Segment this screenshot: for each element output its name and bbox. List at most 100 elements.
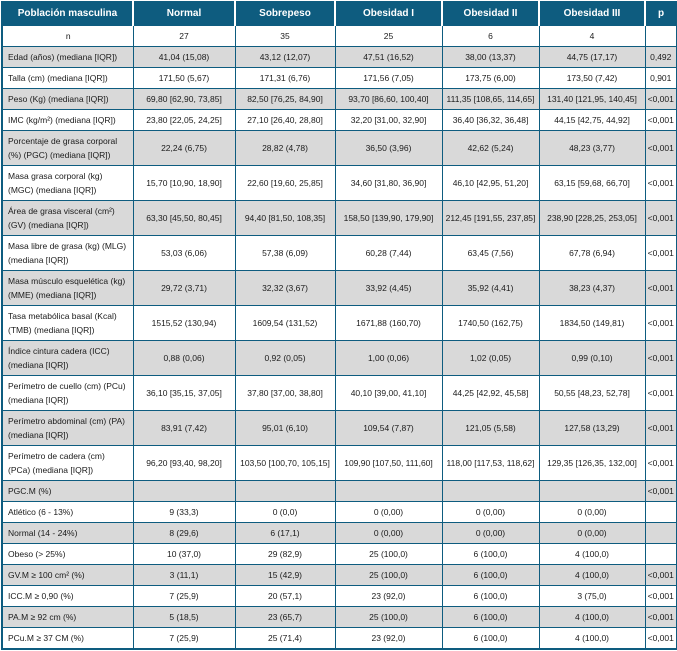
value-cell: 63,45 (7,56) (441, 235, 540, 271)
p-value-cell: <0,001 (644, 270, 677, 306)
row-label-cell: Masa libre de grasa (kg) (MLG) (mediana … (1, 235, 134, 271)
value-cell: 6 (441, 25, 540, 47)
value-cell: 9 (33,3) (132, 501, 236, 523)
table-row: PGC.M (%) <0,001 (1, 480, 677, 502)
value-cell: 173,50 (7,42) (538, 67, 646, 89)
table-row: Área de grasa visceral (cm²) (GV) (media… (1, 200, 677, 236)
value-cell: 6 (100,0) (441, 543, 540, 565)
column-header-obesidad-3: Obesidad III (538, 2, 645, 26)
value-cell: 1515,52 (130,94) (132, 305, 236, 341)
table-row: Talla (cm) (mediana [IQR]) 171,50 (5,67) 1… (1, 67, 677, 89)
value-cell: 33,92 (4,45) (334, 270, 443, 306)
value-cell: 6 (100,0) (441, 627, 540, 650)
column-header-normal: Normal (132, 2, 235, 26)
value-cell: 171,31 (6,76) (234, 67, 336, 89)
value-cell: 1,02 (0,05) (441, 340, 540, 376)
value-cell: 36,10 [35,15, 37,05] (132, 375, 236, 411)
p-value-cell: <0,001 (644, 109, 677, 131)
value-cell: 41,04 (15,08) (132, 46, 236, 68)
table-row: Edad (años) (mediana [IQR]) 41,04 (15,08)… (1, 46, 677, 68)
p-value-cell: <0,001 (644, 480, 677, 502)
row-label-cell: Índice cintura cadera (ICC) (mediana [IQ… (1, 340, 134, 376)
p-value-cell: <0,001 (644, 564, 677, 586)
value-cell: 238,90 [228,25, 253,05] (538, 200, 646, 236)
table-row: Atlético (6 - 13%) 9 (33,3) 0 (0,0) 0 (0,00… (1, 501, 677, 523)
value-cell: 35,92 (4,41) (441, 270, 540, 306)
value-cell: 22,60 [19,60, 25,85] (234, 165, 336, 201)
p-value-cell: <0,001 (644, 130, 677, 166)
table-row: Perímetro de cuello (cm) (PCu) (mediana … (1, 375, 677, 411)
value-cell: 3 (75,0) (538, 585, 646, 607)
row-label-cell: n (1, 25, 134, 47)
value-cell: 171,56 (7,05) (334, 67, 443, 89)
value-cell: 25 (334, 25, 443, 47)
row-label-cell: GV.M ≥ 100 cm² (%) (1, 564, 134, 586)
column-header-p-value: p (644, 2, 677, 26)
value-cell: 6 (17,1) (234, 522, 336, 544)
p-value-cell (644, 25, 677, 47)
value-cell: 47,51 (16,52) (334, 46, 443, 68)
value-cell: 46,10 [42,95, 51,20] (441, 165, 540, 201)
table-header-row: Población masculina Normal Sobrepeso Obe… (2, 2, 677, 26)
table-row: PA.M ≥ 92 cm (%) 5 (18,5) 23 (65,7) 25 (100… (1, 606, 677, 628)
table-row: Masa músculo esquelética (kg) (MME) (med… (1, 270, 677, 306)
value-cell: 23,80 [22,05, 24,25] (132, 109, 236, 131)
p-value-cell: <0,001 (644, 606, 677, 628)
value-cell: 6 (100,0) (441, 564, 540, 586)
value-cell: 29,72 (3,71) (132, 270, 236, 306)
value-cell: 93,70 [86,60, 100,40] (334, 88, 443, 110)
value-cell: 25 (100,0) (334, 606, 443, 628)
value-cell: 23 (92,0) (334, 627, 443, 650)
value-cell: 25 (100,0) (334, 564, 443, 586)
table-body: n 27 35 25 6 4 Edad (años) (mediana [IQR]) 41,0… (1, 25, 677, 650)
p-value-cell: <0,001 (644, 410, 677, 446)
value-cell: 0,92 (0,05) (234, 340, 336, 376)
table-row: Normal (14 - 24%) 8 (29,6) 6 (17,1) 0 (0,00… (1, 522, 677, 544)
value-cell: 94,40 [81,50, 108,35] (234, 200, 336, 236)
p-value-cell: <0,001 (644, 200, 677, 236)
value-cell: 38,00 (13,37) (441, 46, 540, 68)
row-label-cell: Edad (años) (mediana [IQR]) (1, 46, 134, 68)
row-label-cell: Tasa metabólica basal (Kcal) (TMB) (medi… (1, 305, 134, 341)
value-cell: 10 (37,0) (132, 543, 236, 565)
column-header-obesidad-1: Obesidad I (334, 2, 442, 26)
value-cell: 3 (11,1) (132, 564, 236, 586)
p-value-cell: 0,492 (644, 46, 677, 68)
value-cell: 7 (25,9) (132, 585, 236, 607)
value-cell: 57,38 (6,09) (234, 235, 336, 271)
value-cell: 127,58 (13,29) (538, 410, 646, 446)
p-value-cell (644, 501, 677, 523)
value-cell: 25 (71,4) (234, 627, 336, 650)
table-row: Obeso (> 25%) 10 (37,0) 29 (82,9) 25 (100,0… (1, 543, 677, 565)
p-value-cell: <0,001 (644, 445, 677, 481)
value-cell (441, 480, 540, 502)
value-cell: 7 (25,9) (132, 627, 236, 650)
p-value-cell: <0,001 (644, 375, 677, 411)
value-cell: 129,35 [126,35, 132,00] (538, 445, 646, 481)
table-row: Perímetro abdominal (cm) (PA) (mediana [… (1, 410, 677, 446)
row-label-cell: Masa músculo esquelética (kg) (MME) (med… (1, 270, 134, 306)
p-value-cell: <0,001 (644, 627, 677, 650)
value-cell: 40,10 [39,00, 41,10] (334, 375, 443, 411)
row-label-cell: Área de grasa visceral (cm²) (GV) (media… (1, 200, 134, 236)
value-cell: 1671,88 (160,70) (334, 305, 443, 341)
value-cell: 0 (0,00) (334, 501, 443, 523)
value-cell: 0 (0,00) (441, 501, 540, 523)
column-header-sobrepeso: Sobrepeso (234, 2, 335, 26)
value-cell: 25 (100,0) (334, 543, 443, 565)
value-cell: 27 (132, 25, 236, 47)
value-cell (538, 480, 646, 502)
p-value-cell: <0,001 (644, 340, 677, 376)
table-row: IMC (kg/m²) (mediana [IQR]) 23,80 [22,05,… (1, 109, 677, 131)
value-cell: 111,35 [108,65, 114,65] (441, 88, 540, 110)
row-label-cell: Perímetro abdominal (cm) (PA) (mediana [… (1, 410, 134, 446)
value-cell: 0 (0,00) (538, 522, 646, 544)
value-cell: 53,03 (6,06) (132, 235, 236, 271)
table-row: ICC.M ≥ 0,90 (%) 7 (25,9) 20 (57,1) 23 (92,… (1, 585, 677, 607)
value-cell: 38,23 (4,37) (538, 270, 646, 306)
p-value-cell: <0,001 (644, 585, 677, 607)
value-cell: 15 (42,9) (234, 564, 336, 586)
row-label-cell: Masa grasa corporal (kg) (MGC) (mediana … (1, 165, 134, 201)
value-cell: 23 (92,0) (334, 585, 443, 607)
column-header-poblacion-masculina: Población masculina (2, 2, 133, 26)
